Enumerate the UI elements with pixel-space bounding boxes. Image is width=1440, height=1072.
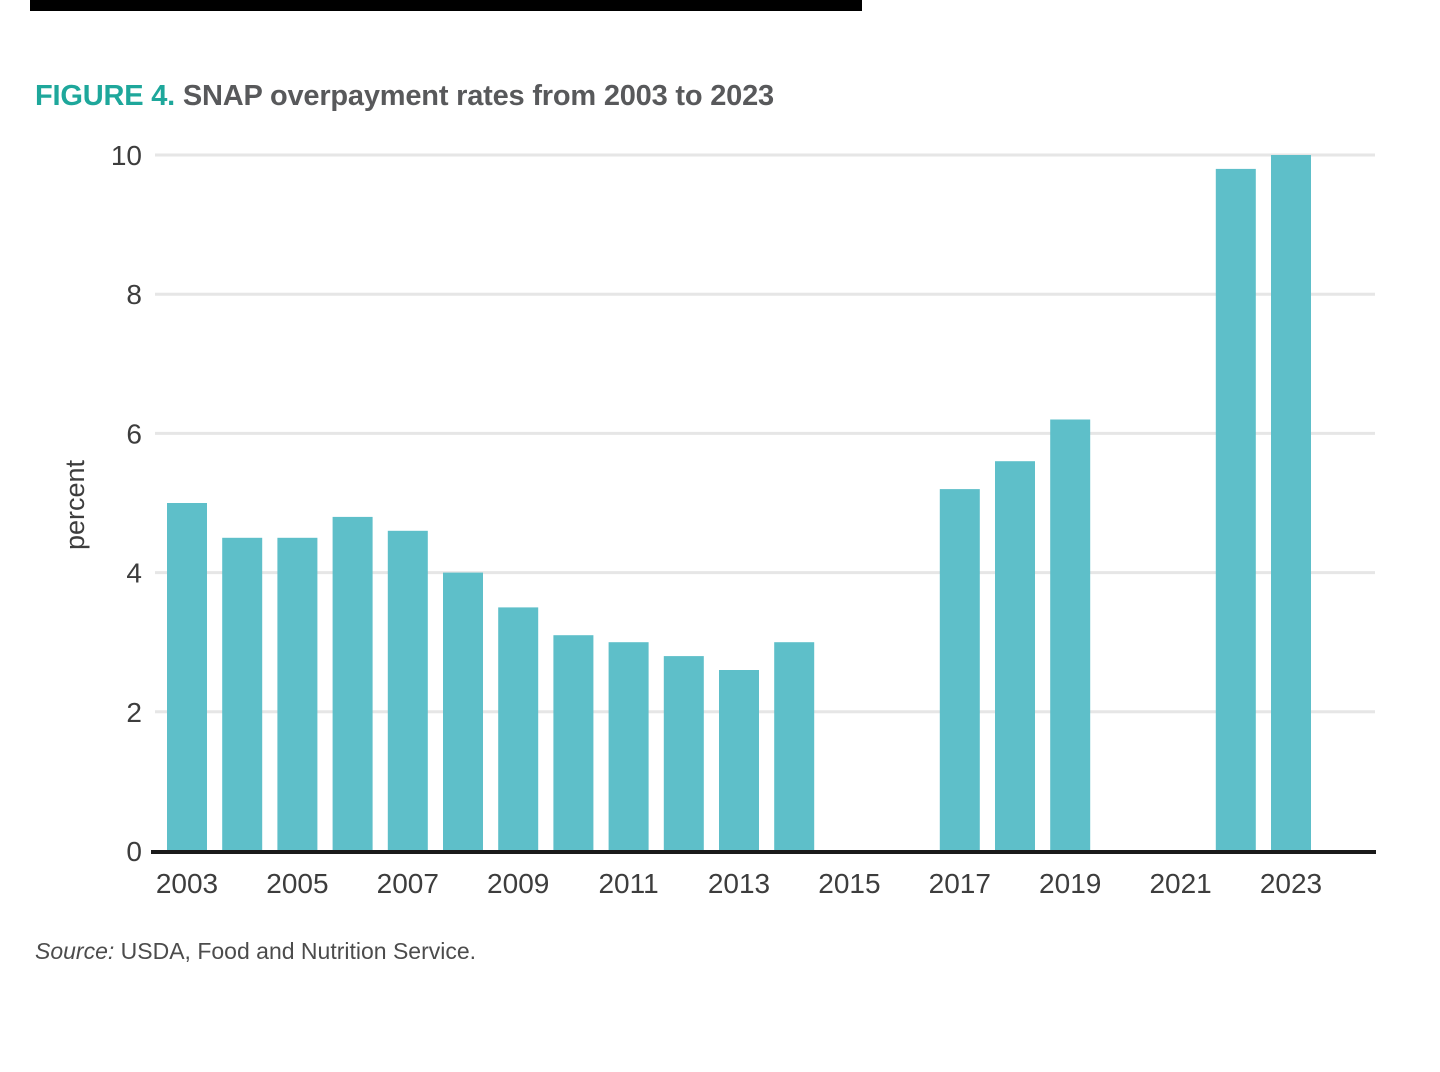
x-tick-label: 2011 (598, 868, 658, 899)
bar-2019 (1050, 419, 1091, 851)
x-tick-label: 2009 (487, 868, 549, 899)
bar-2013 (719, 670, 759, 851)
x-tick-label: 2015 (818, 868, 880, 899)
figure-number-label: FIGURE 4. (35, 80, 175, 112)
bar-2007 (387, 530, 428, 851)
x-tick-label: 2021 (1149, 868, 1211, 899)
x-tick-label: 2019 (1039, 868, 1101, 899)
figure-title-text: SNAP overpayment rates from 2003 to 2023 (175, 80, 774, 112)
x-tick-label: 2017 (929, 868, 991, 899)
page-top-rule (30, 0, 862, 11)
y-tick-label: 2 (126, 697, 142, 728)
y-tick-label: 4 (126, 558, 142, 589)
bar-2018 (995, 461, 1035, 851)
bar-2022 (1215, 168, 1256, 851)
bar-2012 (663, 656, 704, 851)
bar-2003 (167, 503, 207, 851)
y-tick-label: 10 (111, 140, 142, 171)
y-tick-label: 0 (126, 836, 142, 867)
bar-2023 (1271, 155, 1311, 851)
x-tick-label: 2007 (377, 868, 439, 899)
bar-2008 (443, 572, 483, 851)
bar-2017 (939, 489, 980, 851)
y-tick-label: 8 (126, 279, 142, 310)
bar-2006 (332, 516, 373, 851)
x-tick-label: 2023 (1260, 868, 1322, 899)
x-tick-label: 2013 (708, 868, 770, 899)
bar-2014 (774, 642, 815, 851)
source-note: Source: USDA, Food and Nutrition Service… (35, 938, 476, 965)
bar-2009 (498, 607, 539, 851)
bar-2010 (553, 635, 594, 851)
y-tick-label: 6 (126, 418, 142, 449)
source-label: Source: (35, 938, 115, 964)
figure-title: FIGURE 4. SNAP overpayment rates from 20… (35, 80, 774, 113)
bar-2004 (222, 537, 263, 851)
x-tick-label: 2005 (266, 868, 328, 899)
bar-2005 (277, 537, 318, 851)
y-axis-title: percent (60, 459, 90, 550)
source-text: USDA, Food and Nutrition Service. (114, 938, 477, 964)
x-tick-label: 2003 (156, 868, 218, 899)
bar-2011 (608, 642, 649, 851)
